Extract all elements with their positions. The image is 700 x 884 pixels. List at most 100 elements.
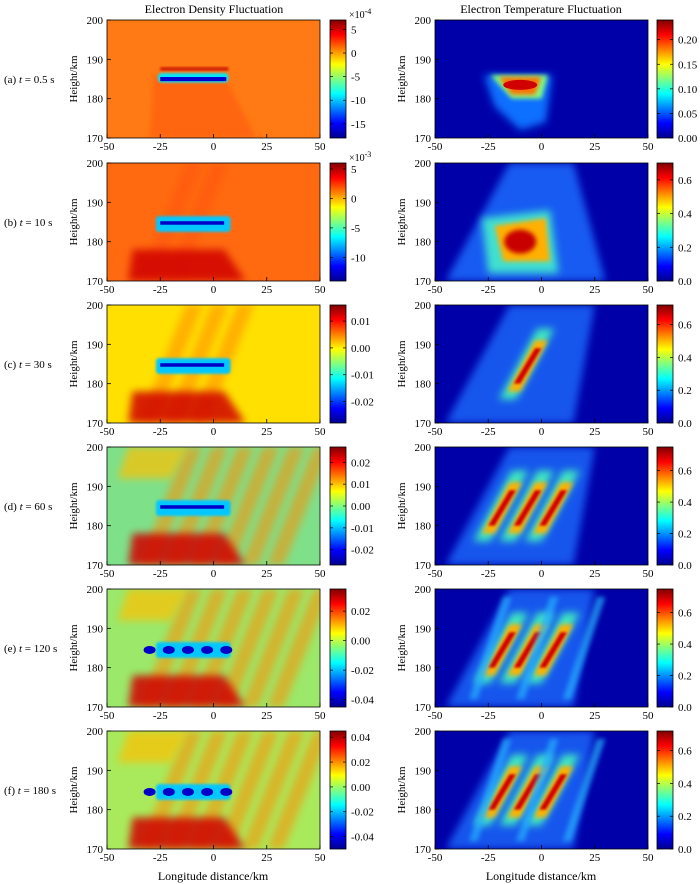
x-tick-label: 0 [539, 568, 545, 580]
colorbar-tick-label: 0.20 [678, 35, 698, 47]
y-tick-label: 180 [415, 379, 432, 391]
colorbar-tick-label: 0.4 [678, 352, 692, 364]
y-tick-label: 190 [87, 765, 104, 777]
shadow-region [149, 75, 257, 138]
x-tick-label: 50 [643, 284, 655, 296]
y-tick-label: 190 [87, 339, 104, 351]
colorbar-tick-label: 0.05 [678, 108, 698, 120]
x-tick-label: 0 [539, 141, 545, 153]
temperature-column-title: Electron Temperature Fluctuation [460, 2, 622, 16]
depletion-cell [201, 787, 214, 796]
x-tick-label: 0 [211, 141, 217, 153]
wave-band [266, 447, 320, 565]
temperature-y-axis-label: Height/km [396, 624, 408, 671]
x-tick-label: 50 [643, 568, 655, 580]
row-label: (b) t = 10 s [4, 217, 52, 229]
x-tick-label: -25 [481, 710, 496, 722]
colorbar-tick-label: -0.01 [351, 370, 374, 382]
x-tick-label: -50 [100, 141, 115, 153]
y-tick-label: 190 [415, 54, 432, 66]
enhancement-region [128, 249, 246, 281]
x-tick-label: -50 [100, 568, 115, 580]
y-tick-label: 190 [415, 765, 432, 777]
y-tick-label: 180 [87, 379, 104, 391]
y-tick-label: 170 [87, 702, 104, 714]
colorbar [656, 304, 674, 424]
y-tick-label: 170 [415, 844, 432, 856]
colorbar-tick-label: -15 [351, 119, 366, 131]
depletion-cell [201, 645, 214, 654]
colorbar-tick-label: 0 [351, 193, 357, 205]
x-tick-label: 25 [589, 284, 601, 296]
heated-band-peak [488, 632, 516, 668]
depletion-cell [143, 645, 156, 654]
density-depletion-core [160, 77, 227, 82]
x-tick-label: 0 [211, 426, 217, 438]
colorbar-tick-label: -0.01 [351, 523, 374, 535]
colorbar-tick-label: -10 [351, 95, 366, 107]
heated-band-peak [539, 774, 568, 810]
heated-band-peak [488, 490, 516, 526]
y-tick-label: 200 [87, 158, 104, 170]
temperature-field [435, 589, 648, 707]
y-tick-label: 170 [415, 276, 432, 288]
x-tick-label: 50 [643, 710, 655, 722]
faint-band [515, 738, 559, 842]
x-tick-label: -25 [153, 710, 168, 722]
y-tick-label: 170 [415, 418, 432, 430]
x-tick-label: 0 [211, 568, 217, 580]
colorbar [656, 588, 674, 708]
colorbar-tick-label: 0.2 [678, 385, 692, 397]
density-field [107, 589, 320, 707]
y-tick-label: 170 [87, 133, 104, 145]
wave-band [241, 447, 306, 565]
density-y-axis-label: Height/km [68, 340, 80, 387]
x-tick-label: 25 [589, 568, 601, 580]
colorbar-tick-label: -0.02 [351, 665, 374, 677]
enhancement-region [128, 675, 246, 707]
colorbar-tick-label: 0.0 [678, 702, 692, 714]
heated-band-peak [539, 632, 568, 668]
density-x-axis-label: Longitude distance/km [158, 869, 269, 883]
x-tick-label: 50 [643, 426, 655, 438]
colorbar-tick-label: 0.00 [351, 343, 371, 355]
temperature-field [435, 163, 648, 281]
colorbar-tick-label: 0.0 [678, 560, 692, 572]
density-y-axis-label: Height/km [68, 766, 80, 813]
y-tick-label: 180 [415, 94, 432, 106]
colorbar-tick-label: 0.04 [351, 732, 371, 744]
colorbar [329, 162, 347, 282]
x-tick-label: 25 [261, 568, 273, 580]
row-label: (c) t = 30 s [4, 359, 52, 371]
colorbar-tick-label: -5 [351, 223, 361, 235]
temperature-field [435, 731, 648, 849]
x-tick-label: 25 [261, 284, 273, 296]
heated-band-peak [488, 774, 516, 810]
depletion-cell [181, 645, 194, 654]
x-tick-label: -50 [428, 710, 443, 722]
wave-band [241, 589, 306, 707]
colorbar-tick-label: 0.01 [351, 479, 370, 491]
y-tick-label: 180 [87, 805, 104, 817]
colorbar-tick-label: 0.02 [351, 606, 370, 618]
wave-band [241, 731, 306, 849]
x-tick-label: 0 [211, 284, 217, 296]
x-tick-label: -25 [153, 284, 168, 296]
y-tick-label: 200 [415, 442, 432, 454]
density-field [107, 20, 320, 138]
y-tick-label: 200 [87, 584, 104, 596]
enhancement-region [128, 533, 246, 565]
x-tick-label: -50 [428, 426, 443, 438]
y-tick-label: 180 [415, 237, 432, 249]
colorbar-tick-label: 0.0 [678, 418, 692, 430]
density-depletion-core [160, 221, 225, 225]
y-tick-label: 180 [415, 663, 432, 675]
colorbar [656, 446, 674, 566]
y-tick-label: 200 [87, 442, 104, 454]
colorbar-tick-label: 0.4 [678, 209, 692, 221]
density-depletion-core [160, 363, 225, 367]
